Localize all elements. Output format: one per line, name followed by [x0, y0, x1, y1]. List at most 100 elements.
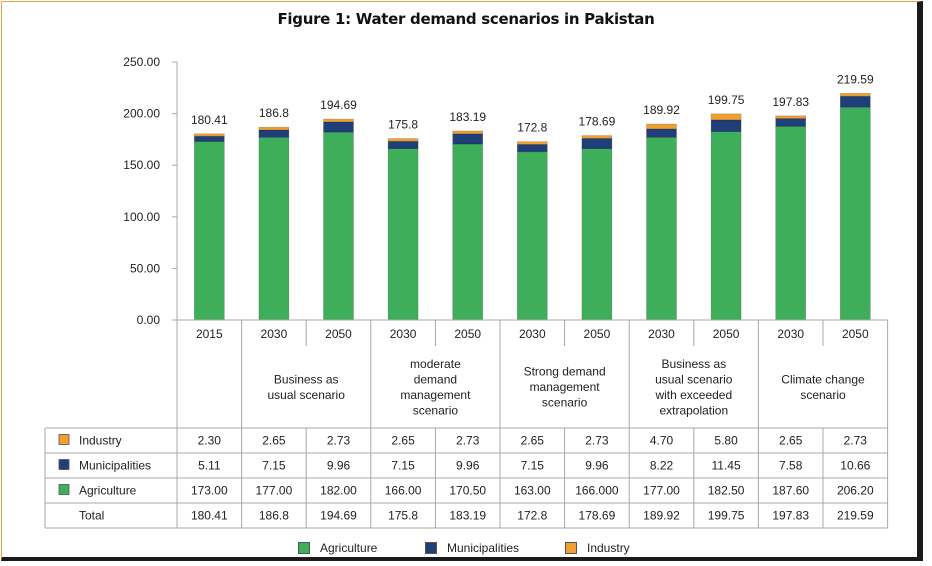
bar-segment-industry: [581, 135, 613, 139]
bar-total-label: 175.8: [388, 118, 418, 132]
bar-total-label: 219.59: [837, 72, 874, 86]
legend-item-municipalities: Municipalities: [425, 541, 519, 555]
bar-segment-municipalities: [710, 119, 742, 132]
bar-segment-industry: [323, 118, 354, 123]
table-cell: 197.83: [772, 509, 809, 523]
x-category-label: 2015: [196, 327, 223, 341]
table-cell: 5.80: [714, 434, 738, 448]
x-category-label: 2050: [454, 327, 481, 341]
table-cell: 194.69: [320, 509, 357, 523]
table-cell: 9.96: [327, 459, 351, 473]
x-group-label: Business as usual scenario with exceeded ex…: [654, 357, 732, 418]
bar-segment-municipalities: [646, 128, 677, 138]
table-cell: 189.92: [643, 509, 680, 523]
legend-label-industry: Industry: [587, 541, 630, 555]
table-cell: 177.00: [256, 484, 293, 498]
legend-label-municipalities: Municipalities: [447, 541, 520, 555]
table-cell: 219.59: [837, 509, 874, 523]
bar-segment-agriculture: [710, 131, 742, 321]
table-cell: 175.8: [388, 509, 418, 523]
bar-total-label: 199.75: [708, 93, 745, 107]
table-cell: 2.73: [585, 434, 609, 448]
bar-segment-agriculture: [258, 137, 290, 321]
bar-segment-industry: [516, 141, 548, 145]
x-category-label: 2050: [584, 327, 611, 341]
bar-segment-municipalities: [516, 144, 548, 153]
table-cell: 8.22: [650, 459, 674, 473]
bar-segment-municipalities: [581, 138, 613, 149]
table-row-label: Total: [79, 509, 104, 523]
bar-total-label: 194.69: [320, 98, 357, 112]
table-cell: 182.00: [320, 484, 357, 498]
legend-item-agriculture: Agriculture: [298, 541, 377, 555]
y-tick-label: 150.00: [123, 158, 160, 172]
legend-swatch-agriculture: [298, 542, 310, 554]
table-cell: 186.8: [259, 509, 289, 523]
table-cell: 172.8: [517, 509, 547, 523]
bar-segment-municipalities: [258, 129, 290, 138]
table-row-label: Industry: [79, 434, 122, 448]
table-legend-key-industry: [58, 434, 70, 445]
table-cell: 9.96: [456, 459, 480, 473]
x-category-label: 2050: [842, 327, 869, 341]
table-cell: 199.75: [708, 509, 745, 523]
bar-total-label: 172.8: [517, 121, 547, 135]
bar-total-label: 183.19: [449, 110, 486, 124]
x-category-label: 2030: [261, 327, 288, 341]
table-cell: 2.65: [391, 434, 415, 448]
x-group-label: Strong demand management scenario: [524, 365, 606, 410]
legend-item-industry: Industry: [565, 541, 630, 555]
table-cell: 180.41: [191, 509, 228, 523]
legend-label-agriculture: Agriculture: [320, 541, 378, 555]
figure-title: Figure 1: Water demand scenarios in Paki…: [277, 10, 655, 28]
table-cell: 4.70: [650, 434, 674, 448]
table-row-label: Agriculture: [79, 484, 137, 498]
bar-segment-municipalities: [323, 121, 354, 133]
table-legend-key-agriculture: [58, 484, 70, 495]
bar-total-label: 180.41: [191, 113, 228, 127]
bar-segment-municipalities: [839, 95, 871, 108]
bar-total-label: 186.8: [259, 106, 289, 120]
bar-segment-industry: [839, 93, 871, 97]
table-cell: 2.65: [521, 434, 545, 448]
x-group-label: Climate change scenario: [781, 372, 865, 402]
bar-segment-industry: [646, 123, 677, 130]
legend-swatch-municipalities: [425, 542, 437, 554]
table-cell: 178.69: [579, 509, 616, 523]
table-cell: 7.15: [262, 459, 286, 473]
table-cell: 9.96: [585, 459, 609, 473]
x-category-label: 2050: [325, 327, 352, 341]
table-cell: 166.00: [385, 484, 422, 498]
bar-segment-municipalities: [452, 133, 484, 145]
bar-segment-agriculture: [775, 126, 807, 321]
bar-segment-municipalities: [194, 135, 225, 142]
y-tick-label: 50.00: [130, 261, 160, 275]
x-category-label: 2030: [648, 327, 675, 341]
table-cell: 2.65: [262, 434, 286, 448]
bar-total-label: 178.69: [579, 115, 616, 129]
table-cell: 7.15: [391, 459, 415, 473]
table-cell: 182.50: [708, 484, 745, 498]
bar-segment-agriculture: [646, 137, 677, 321]
bar-total-label: 189.92: [643, 103, 680, 117]
table-cell: 11.45: [712, 459, 741, 473]
x-group-label: Business as usual scenario: [268, 372, 346, 402]
table-cell: 2.65: [779, 434, 803, 448]
x-category-label: 2030: [519, 327, 546, 341]
x-category-label: 2030: [777, 327, 804, 341]
bar-total-label: 197.83: [772, 95, 809, 109]
y-tick-label: 200.00: [123, 107, 160, 121]
table-cell: 163.00: [514, 484, 551, 498]
x-group-label: moderate demand management scenario: [400, 357, 471, 418]
y-tick-label: 100.00: [123, 210, 160, 224]
x-category-label: 2050: [713, 327, 740, 341]
bar-segment-industry: [258, 126, 290, 131]
table-cell: 7.15: [521, 459, 545, 473]
bar-segment-industry: [710, 113, 742, 121]
table-cell: 170.50: [449, 484, 486, 498]
bar-segment-municipalities: [387, 141, 419, 149]
table-cell: 187.60: [772, 484, 809, 498]
table-cell: 2.73: [844, 434, 868, 448]
bar-segment-agriculture: [516, 151, 548, 321]
bar-segment-agriculture: [194, 141, 225, 321]
